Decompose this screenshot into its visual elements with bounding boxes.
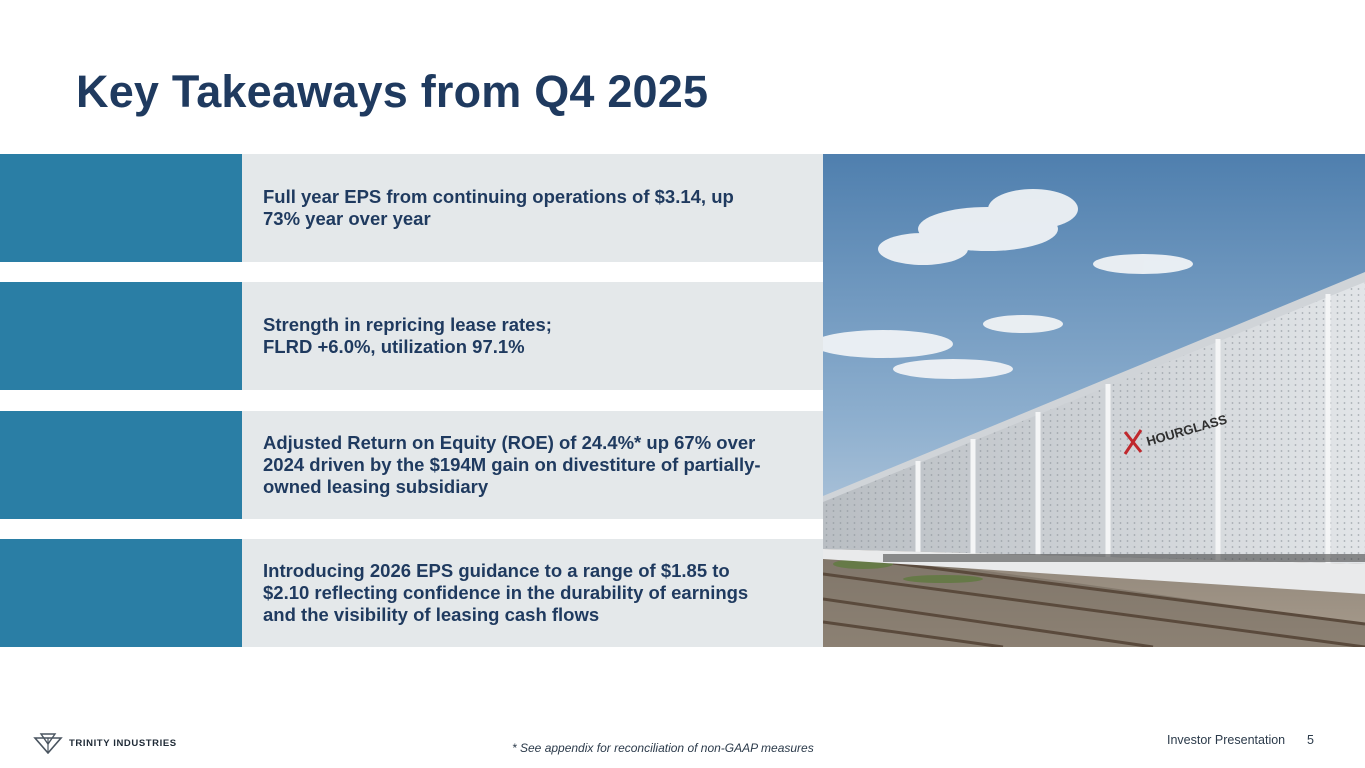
hourglass-logo-icon bbox=[1123, 429, 1143, 455]
takeaway-text: Adjusted Return on Equity (ROE) of 24.4%… bbox=[263, 432, 761, 497]
takeaway-accent-bar bbox=[0, 411, 242, 519]
takeaway-text: Strength in repricing lease rates; FLRD … bbox=[263, 314, 552, 357]
footnote: * See appendix for reconciliation of non… bbox=[512, 741, 814, 755]
trinity-logo-icon bbox=[33, 733, 63, 754]
footer-label: Investor Presentation bbox=[1167, 733, 1286, 747]
takeaway-text: Introducing 2026 EPS guidance to a range… bbox=[263, 560, 749, 625]
page-number: 5 bbox=[1307, 733, 1314, 747]
company-logo: TRINITY INDUSTRIES bbox=[33, 732, 177, 754]
takeaway-row-1: Full year EPS from continuing operations… bbox=[0, 154, 823, 262]
page-title: Key Takeaways from Q4 2025 bbox=[76, 66, 709, 117]
takeaway-panel: Strength in repricing lease rates; FLRD … bbox=[242, 282, 823, 390]
takeaway-panel: Adjusted Return on Equity (ROE) of 24.4%… bbox=[242, 411, 823, 519]
takeaway-row-2: Strength in repricing lease rates; FLRD … bbox=[0, 282, 823, 390]
company-name: TRINITY INDUSTRIES bbox=[69, 737, 177, 749]
takeaway-row-3: Adjusted Return on Equity (ROE) of 24.4%… bbox=[0, 411, 823, 519]
railcar-photo: HOURGLASS bbox=[823, 154, 1365, 647]
takeaway-panel: Full year EPS from continuing operations… bbox=[242, 154, 823, 262]
takeaway-accent-bar bbox=[0, 154, 242, 262]
takeaway-accent-bar bbox=[0, 539, 242, 647]
takeaway-text: Full year EPS from continuing operations… bbox=[263, 186, 734, 229]
takeaway-accent-bar bbox=[0, 282, 242, 390]
takeaway-row-4: Introducing 2026 EPS guidance to a range… bbox=[0, 539, 823, 647]
takeaway-panel: Introducing 2026 EPS guidance to a range… bbox=[242, 539, 823, 647]
